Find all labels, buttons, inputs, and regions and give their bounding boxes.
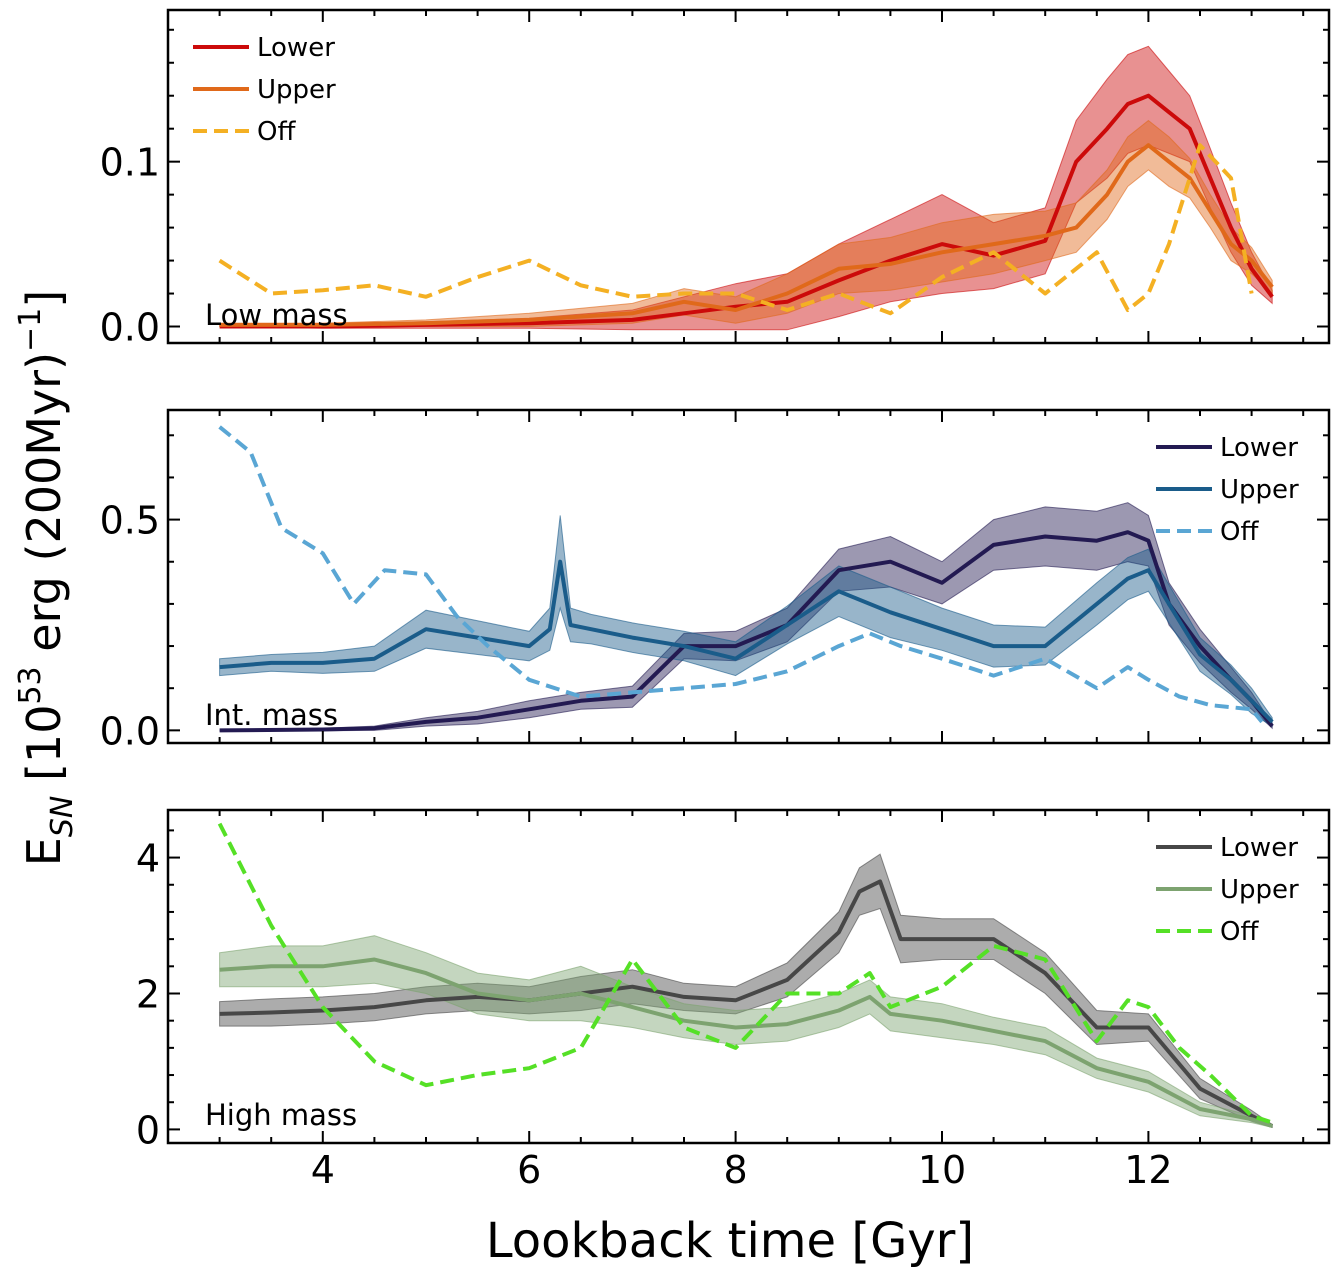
axes-frame (166, 408, 1331, 745)
axes-frame (166, 8, 1331, 345)
y-tick-label: 0.0 (100, 709, 160, 753)
band-lower (219, 853, 1273, 1129)
panel-title: Int. mass (205, 698, 338, 732)
legend-label-upper: Upper (1220, 475, 1299, 505)
panel-2: 0.0 0.5 Int. mass Lower Upper Off (100, 408, 1331, 753)
legend-label-lower: Lower (257, 33, 335, 63)
series-line-off (218, 425, 1264, 724)
y-tick-label: 2 (136, 972, 160, 1016)
panel-1: 0.0 0.1 Low mass Lower Upper Off (100, 8, 1331, 350)
x-tick-label: 8 (724, 1148, 748, 1192)
legend: Lower Upper Off (1156, 433, 1299, 547)
series-line-off (217, 822, 1273, 1125)
x-axis-label: Lookback time [Gyr] (486, 1213, 974, 1269)
band-upper (219, 935, 1273, 1129)
y-axis-label: ESN [1053 erg (200Myr)−1] (13, 290, 80, 866)
legend: Lower Upper Off (193, 33, 336, 147)
axes-frame (166, 808, 1331, 1145)
plot-area (218, 45, 1274, 331)
x-tick-label: 6 (517, 1148, 541, 1192)
legend-label-upper: Upper (1220, 875, 1299, 905)
plot-area (217, 822, 1274, 1129)
plot-area (218, 425, 1274, 733)
y-tick-label: 0.5 (100, 499, 160, 543)
y-tick-label: 0 (136, 1108, 160, 1152)
y-tick-label: 4 (136, 837, 160, 881)
series-line-upper (219, 559, 1274, 724)
series-line-lower (219, 93, 1274, 329)
legend-label-lower: Lower (1220, 433, 1298, 463)
legend-label-off: Off (1220, 917, 1259, 947)
y-tick-label: 0.1 (100, 141, 160, 185)
y-tick-label: 0.0 (100, 306, 160, 350)
panel-3: 0 2 4 4 6 8 10 12 High mass Lower Upper Off (136, 808, 1331, 1192)
series-line-upper (219, 957, 1273, 1128)
series-line-lower (219, 879, 1274, 1128)
panels: 0.0 0.1 Low mass Lower Upper Off 0.0 0.5 Int. ma… (100, 8, 1331, 1192)
series-line-off (218, 143, 1254, 316)
x-tick-label: 4 (311, 1148, 335, 1192)
panel-title: Low mass (205, 298, 348, 332)
legend-label-upper: Upper (257, 75, 336, 105)
legend-label-off: Off (257, 117, 296, 147)
legend: Lower Upper Off (1156, 833, 1299, 947)
panel-title: High mass (205, 1098, 357, 1132)
series-line-upper (219, 143, 1274, 327)
x-tick-label: 10 (918, 1148, 966, 1192)
legend-label-off: Off (1220, 517, 1259, 547)
legend-label-lower: Lower (1220, 833, 1298, 863)
x-tick-label: 12 (1124, 1148, 1172, 1192)
